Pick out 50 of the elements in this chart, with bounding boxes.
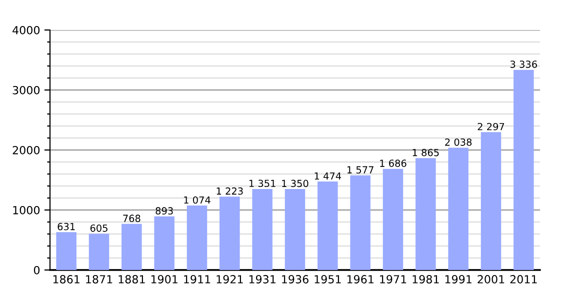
data-label: 1 577	[347, 166, 374, 174]
bar	[448, 148, 468, 270]
bar	[88, 234, 110, 270]
data-label: 2 038	[445, 138, 472, 146]
bar	[220, 196, 240, 270]
data-label: 1 865	[412, 148, 439, 156]
bar	[480, 132, 502, 270]
x-tick-label: 2011	[510, 275, 537, 284]
x-tick-label: 1951	[314, 275, 341, 284]
data-label: 1 350	[282, 180, 308, 188]
x-tick-label: 1911	[184, 275, 210, 284]
x-tick-label: 1991	[445, 275, 472, 284]
x-tick-label: 1861	[53, 275, 80, 284]
x-tick-label: 1936	[282, 275, 308, 284]
x-tick-label: 1881	[118, 275, 145, 284]
data-label: 1 474	[314, 172, 342, 180]
y-tick-label: 0	[34, 266, 40, 274]
data-label: 768	[123, 214, 140, 222]
bar	[514, 70, 534, 270]
x-tick-label: 1961	[347, 275, 374, 284]
x-tick-label: 2001	[478, 275, 504, 284]
data-label: 1 351	[249, 180, 276, 188]
y-tick-label: 4000	[12, 26, 40, 34]
bar	[318, 182, 338, 270]
data-label: 2 297	[478, 122, 504, 130]
x-tick-label: 1921	[216, 275, 243, 284]
bar	[56, 232, 76, 270]
data-label: 893	[156, 207, 173, 215]
data-label: 1 074	[184, 196, 210, 204]
x-tick-label: 1871	[86, 275, 112, 284]
bar	[416, 158, 436, 270]
y-tick-label: 3000	[12, 86, 40, 94]
data-label: 1 686	[380, 160, 406, 167]
bar	[350, 175, 370, 270]
bar	[186, 206, 208, 270]
data-label: 605	[90, 224, 108, 232]
data-label: 631	[58, 222, 75, 230]
x-tick-label: 1931	[249, 275, 276, 284]
x-tick-label: 1981	[412, 275, 439, 284]
bar	[252, 188, 272, 270]
bar	[122, 224, 142, 270]
bar	[154, 216, 174, 270]
x-tick-label: 1971	[380, 275, 406, 284]
x-tick-label: 1901	[151, 275, 178, 284]
data-label: 1 223	[216, 187, 243, 195]
y-tick-label: 1000	[13, 206, 40, 214]
bar	[382, 168, 404, 270]
y-tick-label: 2000	[12, 146, 40, 154]
bar	[284, 189, 306, 270]
data-label: 3 336	[510, 60, 537, 68]
